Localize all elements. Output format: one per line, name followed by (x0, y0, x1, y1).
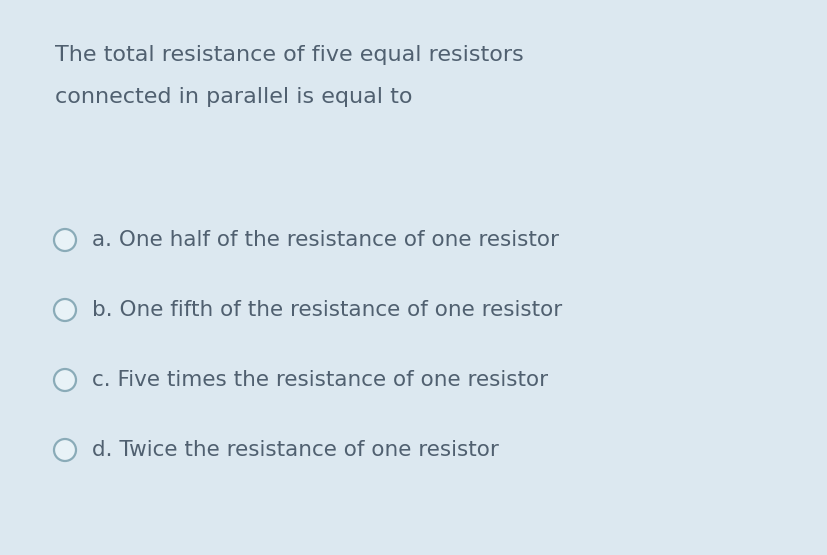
Text: c. Five times the resistance of one resistor: c. Five times the resistance of one resi… (92, 370, 547, 390)
Text: connected in parallel is equal to: connected in parallel is equal to (55, 87, 412, 107)
Ellipse shape (54, 369, 76, 391)
Ellipse shape (54, 229, 76, 251)
Ellipse shape (54, 299, 76, 321)
Text: b. One fifth of the resistance of one resistor: b. One fifth of the resistance of one re… (92, 300, 562, 320)
Text: d. Twice the resistance of one resistor: d. Twice the resistance of one resistor (92, 440, 499, 460)
Text: The total resistance of five equal resistors: The total resistance of five equal resis… (55, 45, 523, 65)
Ellipse shape (54, 439, 76, 461)
Text: a. One half of the resistance of one resistor: a. One half of the resistance of one res… (92, 230, 558, 250)
